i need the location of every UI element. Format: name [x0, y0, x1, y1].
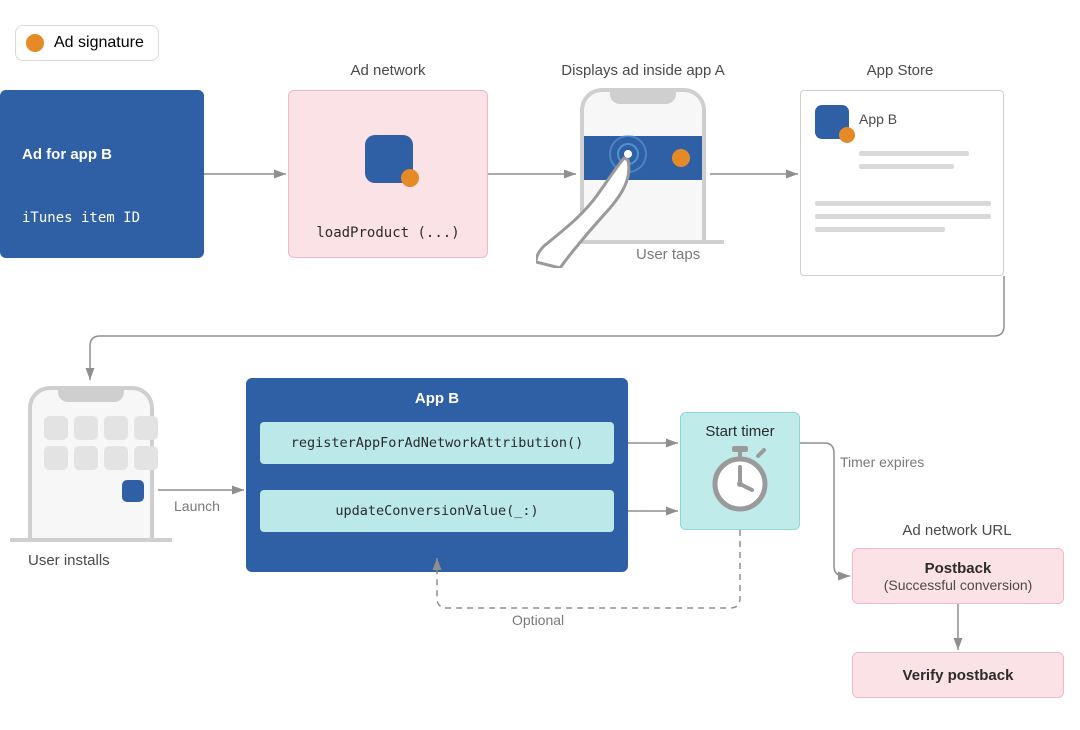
- postback-box: Postback (Successful conversion): [852, 548, 1064, 604]
- phone-base: [10, 538, 172, 542]
- home-grid: [44, 416, 158, 470]
- timer-label: Start timer: [681, 413, 799, 440]
- verify-postback-label: Verify postback: [903, 667, 1014, 684]
- signature-dot-icon: [26, 34, 44, 52]
- user-installs-label: User installs: [28, 552, 110, 569]
- signature-dot-icon: [401, 169, 419, 187]
- app-b-box: App B registerAppForAdNetworkAttribution…: [246, 378, 628, 572]
- home-app-icon: [44, 446, 68, 470]
- placeholder-lines: [859, 151, 979, 177]
- placeholder-lines: [815, 201, 991, 240]
- ad-subtitle: iTunes item ID: [22, 210, 140, 226]
- register-fn: registerAppForAdNetworkAttribution(): [260, 422, 614, 464]
- timer-box: Start timer: [680, 412, 800, 530]
- home-app-icon: [74, 416, 98, 440]
- home-app-icon: [104, 416, 128, 440]
- optional-label: Optional: [512, 612, 564, 628]
- phone-user-installs: [28, 386, 154, 538]
- ad-network-label: Ad network: [288, 62, 488, 79]
- installed-app-b-icon: [122, 480, 144, 502]
- ad-for-app-b-box: Ad for app B iTunes item ID: [0, 90, 204, 258]
- app-b-store-name: App B: [859, 111, 897, 127]
- verify-postback-box: Verify postback: [852, 652, 1064, 698]
- stopwatch-icon: [708, 444, 772, 514]
- user-taps-label: User taps: [636, 246, 700, 263]
- displays-ad-label: Displays ad inside app A: [548, 62, 738, 79]
- app-store-label: App Store: [800, 62, 1000, 79]
- app-store-box: App B: [800, 90, 1004, 276]
- home-app-icon: [74, 446, 98, 470]
- signature-dot-icon: [839, 127, 855, 143]
- timer-expires-label: Timer expires: [840, 454, 924, 470]
- legend-label: Ad signature: [54, 34, 144, 52]
- ad-title: Ad for app B: [22, 146, 112, 163]
- launch-label: Launch: [174, 498, 220, 514]
- home-app-icon: [104, 446, 128, 470]
- home-app-icon: [134, 416, 158, 440]
- ad-network-url-label: Ad network URL: [852, 522, 1062, 539]
- postback-title: Postback: [925, 560, 992, 577]
- app-b-title: App B: [246, 390, 628, 407]
- legend: Ad signature: [15, 25, 159, 61]
- register-fn-text: registerAppForAdNetworkAttribution(): [291, 435, 584, 451]
- postback-sub: (Successful conversion): [884, 577, 1033, 593]
- update-fn-text: updateConversionValue(_:): [335, 503, 538, 519]
- home-app-icon: [44, 416, 68, 440]
- home-app-icon: [134, 446, 158, 470]
- load-product-code: loadProduct (...): [289, 225, 487, 241]
- ad-network-box: loadProduct (...): [288, 90, 488, 258]
- update-fn: updateConversionValue(_:): [260, 490, 614, 532]
